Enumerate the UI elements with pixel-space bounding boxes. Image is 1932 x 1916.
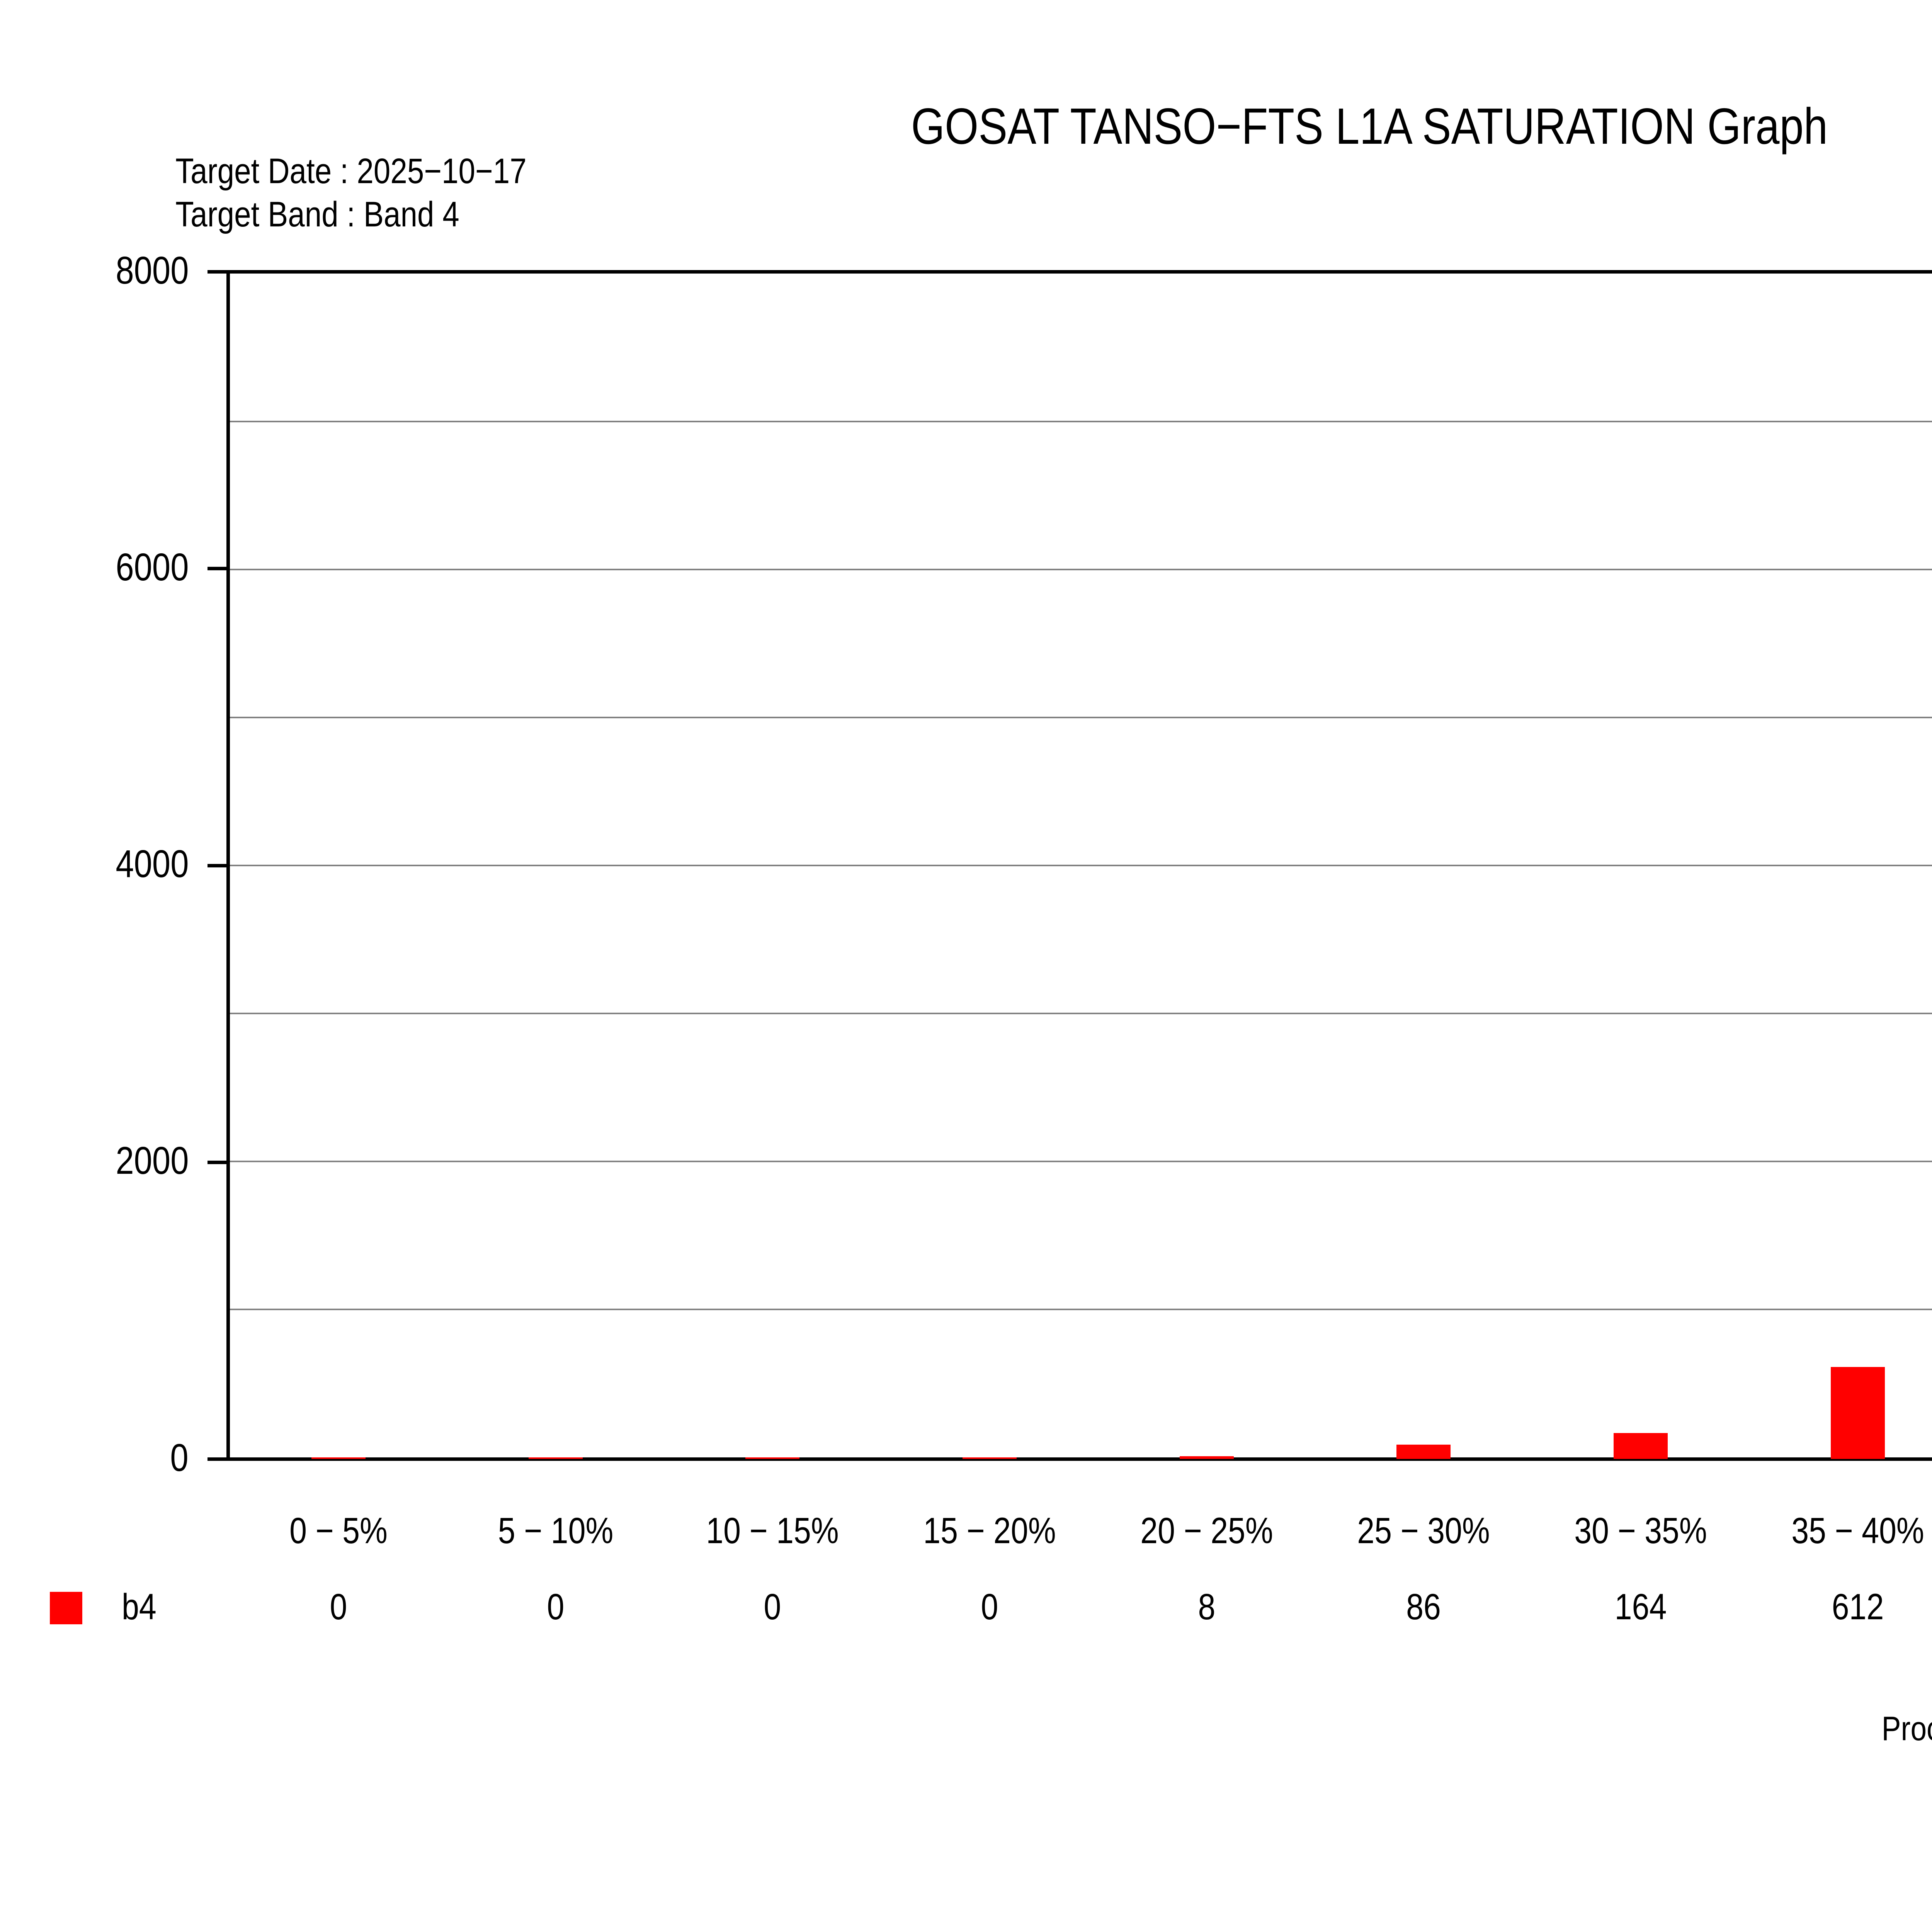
bar — [745, 1457, 800, 1459]
category-label: 0 − 5% — [289, 1510, 388, 1551]
bar — [963, 1457, 1017, 1459]
gridline — [230, 569, 1932, 570]
y-tick-left — [207, 864, 226, 867]
value-label: 0 — [981, 1586, 998, 1627]
value-label: 8 — [1198, 1586, 1216, 1627]
category-label: 25 − 30% — [1357, 1510, 1490, 1551]
value-label: 0 — [547, 1586, 565, 1627]
value-label: 612 — [1832, 1586, 1884, 1627]
bar — [528, 1457, 583, 1459]
value-label: 164 — [1614, 1586, 1667, 1627]
bar — [1396, 1445, 1451, 1459]
y-tick-label: 6000 — [115, 545, 189, 589]
category-label: 30 − 35% — [1574, 1510, 1707, 1551]
y-tick-left — [207, 567, 226, 571]
target-date-label: Target Date : 2025−10−17 — [175, 151, 527, 191]
gridline — [230, 1309, 1932, 1310]
bar — [1614, 1433, 1668, 1459]
gridline — [230, 1013, 1932, 1014]
category-label: 20 − 25% — [1140, 1510, 1273, 1551]
y-tick-label: 2000 — [115, 1139, 189, 1183]
value-label: 0 — [330, 1586, 347, 1627]
gridline — [230, 1161, 1932, 1162]
y-tick-label: 0 — [170, 1436, 189, 1479]
bar — [1179, 1456, 1234, 1459]
value-label: 86 — [1406, 1586, 1441, 1627]
y-tick-label: 4000 — [115, 842, 189, 886]
y-tick-left — [207, 1457, 226, 1461]
chart-title: GOSAT TANSO−FTS L1A SATURATION Graph — [911, 98, 1828, 155]
y-tick-left — [207, 1160, 226, 1164]
legend-label: b4 — [122, 1586, 156, 1627]
bar — [311, 1457, 366, 1459]
plot-area — [226, 270, 1932, 1461]
value-label: 0 — [764, 1586, 781, 1627]
legend-swatch — [50, 1592, 82, 1624]
footer-note: Processed by JAXA/EORC at 2025−10−19 08:… — [1881, 1709, 1932, 1748]
bar — [1830, 1367, 1885, 1459]
category-label: 10 − 15% — [706, 1510, 839, 1551]
y-tick-left — [207, 270, 226, 274]
category-label: 35 − 40% — [1791, 1510, 1924, 1551]
y-tick-label: 8000 — [115, 248, 189, 292]
target-band-label: Target Band : Band 4 — [175, 195, 459, 234]
gridline — [230, 421, 1932, 422]
category-label: 15 − 20% — [923, 1510, 1056, 1551]
gridline — [230, 717, 1932, 718]
gridline — [230, 865, 1932, 866]
category-label: 5 − 10% — [498, 1510, 613, 1551]
